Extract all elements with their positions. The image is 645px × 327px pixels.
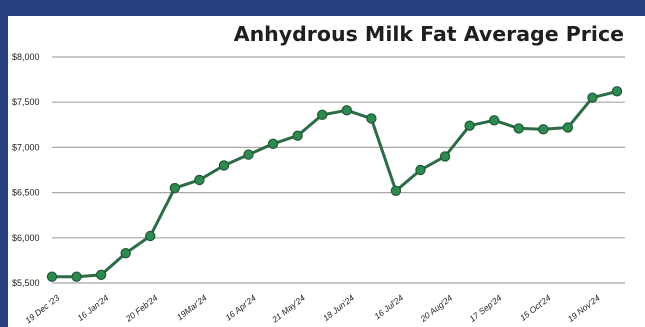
x-tick-label: 18 Jun'24 [321, 293, 356, 324]
data-point [538, 124, 549, 135]
data-point [267, 138, 279, 149]
data-point [464, 120, 475, 131]
y-tick-label: $7,000 [12, 142, 40, 152]
x-tick-label: 16 Apr'24 [223, 293, 258, 323]
data-point [194, 174, 205, 186]
data-point [169, 182, 181, 194]
data-point [587, 92, 598, 103]
data-point [488, 115, 500, 126]
data-point [513, 123, 524, 134]
data-point [71, 271, 82, 282]
x-tick-label: 16 Jul'24 [372, 293, 405, 322]
data-point [439, 151, 451, 162]
x-tick-label: 19 Nov'24 [566, 293, 602, 324]
data-point [292, 130, 303, 141]
data-point [611, 86, 623, 97]
data-point [218, 160, 230, 171]
x-tick-label: 15 Oct'24 [518, 293, 553, 323]
x-tick-label: 21 May'24 [269, 293, 307, 326]
y-tick-label: $6,000 [12, 233, 40, 243]
data-point [366, 113, 377, 124]
x-tick-label: 16 Jan'24 [75, 293, 110, 324]
data-point [120, 247, 131, 259]
data-point [95, 269, 107, 281]
chart-panel: Anhydrous Milk Fat Average Price $5,500 $… [8, 16, 645, 327]
line-chart: $5,500 $6,000 $6,500 $7,000 $7,500 $8,000 19 D… [12, 52, 625, 326]
y-tick-label: $7,500 [12, 97, 40, 107]
data-point [243, 149, 254, 160]
x-tick-label: 20 Aug'24 [418, 293, 455, 325]
data-point [317, 109, 328, 121]
data-point [46, 271, 58, 282]
x-tick-label: 19 Dec '23 [23, 293, 61, 326]
x-tick-label: 19Mar'24 [175, 293, 209, 323]
series-line [52, 89, 618, 279]
x-tick-label: 17 Sep'24 [467, 293, 503, 324]
y-tick-label: $5,500 [12, 278, 40, 288]
data-point [390, 185, 402, 196]
data-point [562, 122, 574, 133]
data-point [145, 230, 156, 242]
data-point [341, 105, 352, 116]
y-tick-label: $8,000 [12, 52, 40, 62]
y-tick-label: $6,500 [12, 188, 40, 198]
chart-title: Anhydrous Milk Fat Average Price [233, 22, 624, 46]
x-tick-label: 20 Feb'24 [123, 293, 160, 325]
data-point [415, 164, 426, 176]
